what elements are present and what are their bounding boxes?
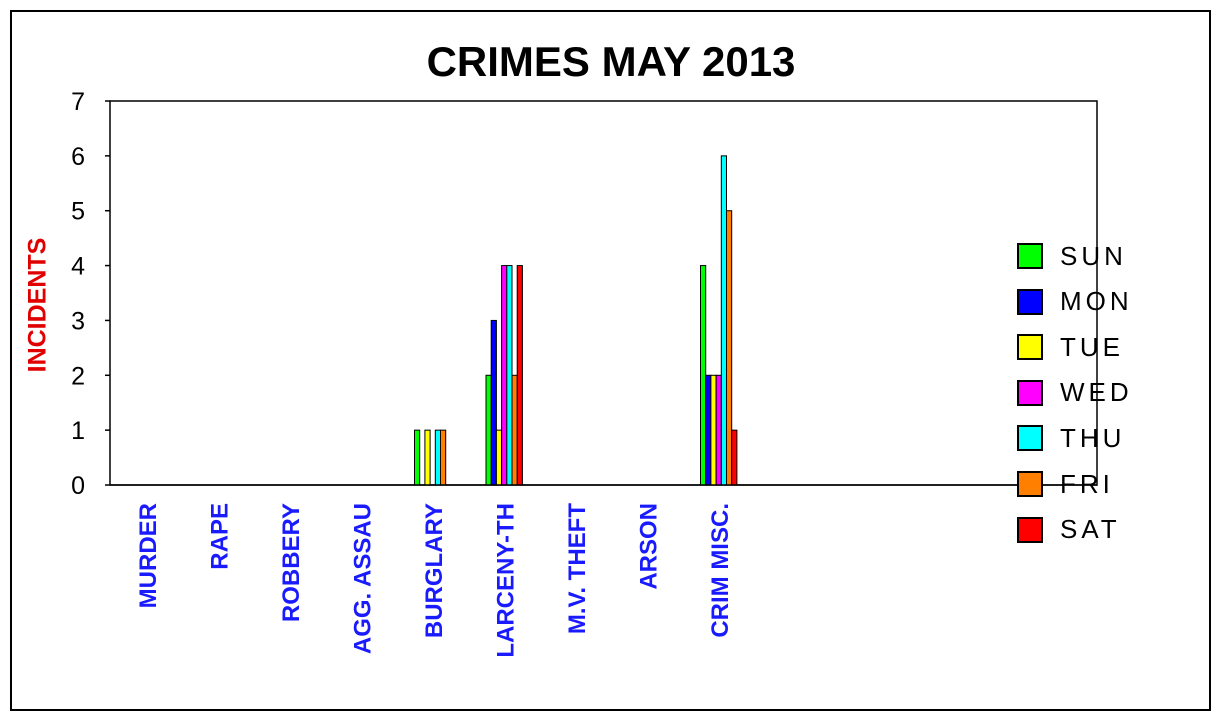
legend-item-wed: WED bbox=[1017, 377, 1133, 409]
category-label: ROBBERY bbox=[278, 503, 305, 622]
bar-sat bbox=[731, 429, 738, 486]
bar-sun bbox=[485, 374, 492, 486]
bar-thu bbox=[434, 429, 441, 486]
chart-title: CRIMES MAY 2013 bbox=[426, 38, 796, 85]
legend-label: THU bbox=[1060, 422, 1126, 453]
category-label: M.V. THEFT bbox=[564, 503, 591, 634]
legend-swatch bbox=[1017, 288, 1043, 315]
category-label: RAPE bbox=[207, 503, 234, 570]
y-tick-label: 4 bbox=[71, 253, 85, 281]
bar-sun bbox=[414, 429, 421, 486]
legend-item-sun: SUN bbox=[1017, 240, 1127, 272]
legend-item-mon: MON bbox=[1017, 286, 1133, 318]
category-label: BURGLARY bbox=[421, 503, 448, 638]
legend-label: TUE bbox=[1060, 331, 1124, 362]
chart-frame bbox=[10, 10, 1211, 711]
legend-swatch bbox=[1017, 471, 1043, 497]
category-label: MURDER bbox=[135, 503, 162, 608]
category-label: CRIM MISC. bbox=[707, 503, 734, 638]
legend-item-thu: THU bbox=[1017, 422, 1125, 454]
bar-fri bbox=[440, 429, 447, 486]
y-tick-label: 3 bbox=[71, 307, 85, 335]
bar-wed bbox=[715, 374, 722, 486]
legend-swatch bbox=[1017, 379, 1043, 406]
bar-thu bbox=[720, 155, 727, 486]
bar-mon bbox=[705, 374, 712, 486]
bar-tue bbox=[710, 374, 717, 486]
legend-swatch bbox=[1017, 516, 1043, 543]
bar-tue bbox=[424, 429, 431, 486]
bar-tue bbox=[495, 429, 503, 486]
category-label: AGG. ASSAU bbox=[350, 503, 377, 654]
legend-label: SAT bbox=[1060, 514, 1121, 545]
bar-fri bbox=[726, 210, 733, 486]
legend-item-fri: FRI bbox=[1017, 468, 1114, 500]
legend-label: FRI bbox=[1060, 468, 1114, 499]
category-label: LARCENY-TH bbox=[493, 503, 520, 658]
legend-label: WED bbox=[1060, 377, 1133, 408]
category-label: ARSON bbox=[636, 503, 663, 590]
bar-thu bbox=[506, 265, 513, 486]
bar-sun bbox=[700, 265, 707, 486]
legend-label: MON bbox=[1060, 286, 1133, 317]
legend-swatch bbox=[1017, 243, 1043, 269]
legend-swatch bbox=[1017, 425, 1043, 452]
plot-area bbox=[109, 100, 1098, 486]
y-tick-label: 6 bbox=[71, 143, 85, 171]
legend-label: SUN bbox=[1060, 240, 1127, 271]
y-tick-label: 1 bbox=[71, 417, 85, 445]
y-tick-label: 2 bbox=[71, 362, 85, 390]
legend-item-sat: SAT bbox=[1017, 514, 1121, 546]
bar-sat bbox=[516, 265, 523, 486]
y-tick-label: 7 bbox=[71, 88, 85, 116]
legend-item-tue: TUE bbox=[1017, 331, 1124, 363]
bar-mon bbox=[490, 319, 497, 486]
bar-wed bbox=[501, 265, 508, 486]
bar-fri bbox=[511, 374, 518, 486]
y-tick-label: 0 bbox=[71, 472, 85, 500]
legend-swatch bbox=[1017, 334, 1043, 361]
y-tick-label: 5 bbox=[71, 198, 85, 226]
